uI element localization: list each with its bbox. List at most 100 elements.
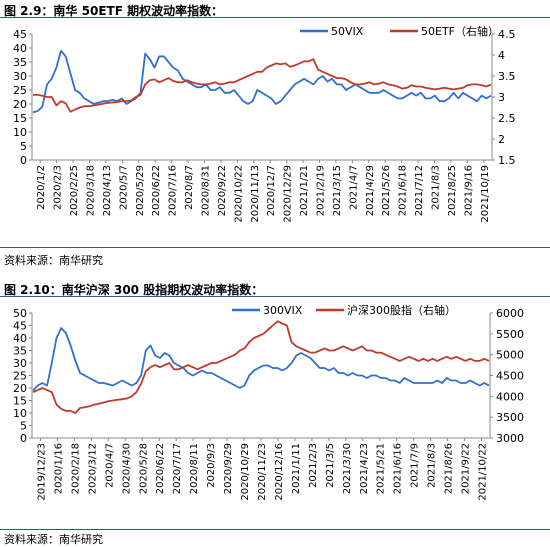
x-tick-label: 2021/3/5 (325, 443, 336, 488)
right-tick-label: 4 (498, 49, 505, 62)
x-tick-label: 2021/4/7 (348, 165, 359, 210)
left-tick-label: 20 (13, 382, 27, 395)
x-tick-label: 2020/4/30 (121, 443, 132, 494)
x-tick-label: 2021/1/21 (299, 165, 310, 216)
right-tick-label: 4000 (496, 390, 524, 403)
x-tick-label: 2020/12/7 (266, 165, 277, 216)
right-tick-label: 4.5 (498, 28, 516, 41)
x-tick-label: 2020/9/3 (206, 443, 217, 488)
left-tick-label: 45 (13, 320, 27, 333)
x-tick-label: 2020/8/11 (189, 443, 200, 494)
x-tick-label: 2021/10/19 (480, 165, 491, 223)
source-label-1: 资料来源：南华研究 (4, 254, 103, 267)
right-tick-label: 5000 (496, 349, 524, 362)
legend-label: 50ETF（右轴） (421, 24, 499, 38)
figure-title-2: 图 2.10：南华沪深 300 股指期权波动率指数： (4, 283, 264, 297)
figure-title-1: 图 2.9：南华 50ETF 期权波动率指数： (4, 4, 224, 18)
x-tick-label: 2021/3/30 (342, 443, 353, 494)
x-tick-label: 2021/7/9 (410, 443, 421, 488)
x-tick-label: 2020/7/17 (172, 443, 183, 494)
left-tick-label: 50 (13, 307, 27, 320)
title-rule-2 (0, 296, 550, 297)
x-tick-label: 2020/3/12 (87, 443, 98, 494)
x-tick-label: 2020/1/2 (36, 165, 47, 210)
x-tick-label: 2021/10/22 (478, 443, 489, 501)
x-tick-label: 2020/9/22 (217, 165, 228, 216)
legend-label: 300VIX (263, 304, 303, 317)
x-tick-label: 2021/8/26 (444, 443, 455, 494)
left-tick-label: 35 (13, 345, 27, 358)
right-tick-label: 5500 (496, 328, 524, 341)
legend-label: 50VIX (331, 25, 364, 38)
left-tick-label: 40 (13, 332, 27, 345)
source-rule-1 (0, 247, 550, 248)
right-tick-label: 3 (498, 91, 505, 104)
left-tick-label: 0 (20, 432, 27, 445)
title-rule-1 (0, 17, 550, 18)
x-tick-label: 2021/1/11 (291, 443, 302, 494)
right-tick-label: 3000 (496, 432, 524, 445)
x-tick-label: 2020/8/31 (201, 165, 212, 216)
x-tick-label: 2020/8/7 (184, 165, 195, 210)
x-tick-label: 2019/12/23 (36, 443, 47, 501)
vix-series-line (32, 49, 492, 114)
x-tick-label: 2020/10/29 (240, 443, 251, 501)
x-tick-label: 2021/2/19 (316, 165, 327, 216)
left-tick-label: 15 (13, 395, 27, 408)
x-tick-label: 2021/2/3 (308, 443, 319, 488)
x-tick-label: 2020/2/25 (69, 165, 80, 216)
index-series-line (33, 58, 492, 113)
left-tick-label: 45 (13, 28, 27, 41)
left-tick-label: 0 (20, 154, 27, 167)
vix-series-line (32, 327, 490, 392)
x-tick-label: 2020/4/13 (102, 165, 113, 216)
x-tick-label: 2021/7/12 (414, 165, 425, 216)
left-tick-label: 5 (20, 420, 27, 433)
source-rule-2 (0, 529, 550, 530)
source-label-2: 资料来源：南华研究 (4, 533, 103, 546)
x-tick-label: 2020/2/3 (53, 165, 64, 210)
left-tick-label: 10 (13, 407, 27, 420)
right-tick-label: 2 (498, 133, 505, 146)
x-tick-label: 2020/9/29 (223, 443, 234, 494)
x-tick-label: 2020/12/29 (283, 165, 294, 223)
x-tick-label: 2020/5/28 (138, 443, 149, 494)
left-tick-label: 5 (20, 140, 27, 153)
x-tick-label: 2020/5/7 (118, 165, 129, 210)
x-tick-label: 2020/7/16 (168, 165, 179, 216)
x-tick-label: 2021/4/23 (359, 443, 370, 494)
left-tick-label: 25 (13, 370, 27, 383)
x-tick-label: 2021/8/25 (447, 165, 458, 216)
x-tick-label: 2020/6/22 (151, 165, 162, 216)
right-tick-label: 1.5 (498, 154, 516, 167)
left-tick-label: 40 (13, 42, 27, 55)
x-tick-label: 2020/11/13 (250, 165, 261, 223)
x-tick-label: 2021/8/3 (431, 165, 442, 210)
x-tick-label: 2020/2/18 (70, 443, 81, 494)
x-tick-label: 2021/5/21 (376, 443, 387, 494)
x-tick-label: 2020/4/7 (104, 443, 115, 488)
x-tick-label: 2020/1/16 (53, 443, 64, 494)
x-tick-label: 2021/6/16 (393, 443, 404, 494)
right-tick-label: 3.5 (498, 70, 516, 83)
x-tick-label: 2020/3/18 (86, 165, 97, 216)
right-tick-label: 4500 (496, 370, 524, 383)
left-tick-label: 20 (13, 98, 27, 111)
x-tick-label: 2021/4/29 (365, 165, 376, 216)
left-tick-label: 30 (13, 70, 27, 83)
left-tick-label: 25 (13, 84, 27, 97)
left-tick-label: 10 (13, 126, 27, 139)
x-tick-label: 2021/6/18 (398, 165, 409, 216)
x-tick-label: 2020/12/16 (274, 443, 285, 501)
index-series-line (32, 320, 490, 414)
x-tick-label: 2020/10/22 (233, 165, 244, 223)
x-tick-label: 2020/5/29 (135, 165, 146, 216)
right-tick-label: 3500 (496, 411, 524, 424)
x-tick-label: 2021/9/22 (461, 443, 472, 494)
x-tick-label: 2021/3/15 (332, 165, 343, 216)
x-tick-label: 2021/5/26 (381, 165, 392, 216)
x-tick-label: 2020/6/22 (155, 443, 166, 494)
x-tick-label: 2020/11/23 (257, 443, 268, 501)
